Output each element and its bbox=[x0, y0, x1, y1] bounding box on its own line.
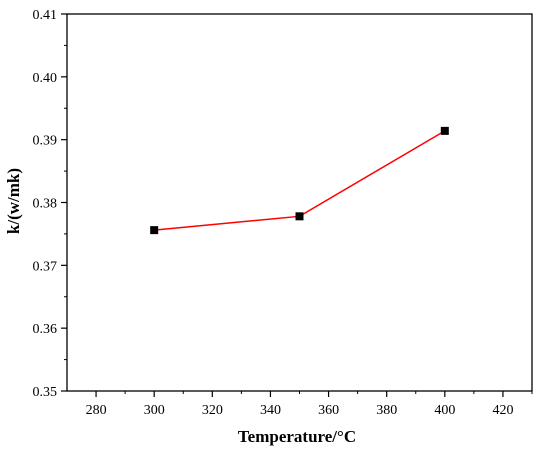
y-tick-label: 0.40 bbox=[33, 71, 58, 86]
y-tick-label: 0.37 bbox=[33, 259, 58, 274]
x-tick-label: 280 bbox=[86, 403, 107, 418]
x-axis-title: Temperature/°C bbox=[238, 427, 356, 446]
y-tick-label: 0.39 bbox=[33, 134, 58, 149]
plot-layer bbox=[150, 126, 449, 235]
y-axis-title: k/(w/mk) bbox=[4, 168, 23, 234]
x-tick-label: 340 bbox=[260, 403, 281, 418]
x-tick-label: 360 bbox=[318, 403, 339, 418]
y-tick-label: 0.38 bbox=[33, 197, 58, 212]
x-tick-label: 420 bbox=[492, 403, 513, 418]
axes-layer: 280 300 320 340 360 380 400 420 0.35 0.36 0.37 0.38… bbox=[33, 8, 533, 418]
y-tick-label: 0.35 bbox=[33, 385, 58, 400]
y-tick-label: 0.36 bbox=[33, 322, 58, 337]
data-point bbox=[440, 126, 449, 135]
data-point bbox=[150, 226, 159, 235]
y-tick-label: 0.41 bbox=[33, 8, 58, 23]
x-tick-label: 400 bbox=[434, 403, 455, 418]
x-tick-label: 300 bbox=[144, 403, 165, 418]
x-tick-label: 380 bbox=[376, 403, 397, 418]
data-point bbox=[295, 212, 304, 221]
x-tick-label: 320 bbox=[202, 403, 223, 418]
